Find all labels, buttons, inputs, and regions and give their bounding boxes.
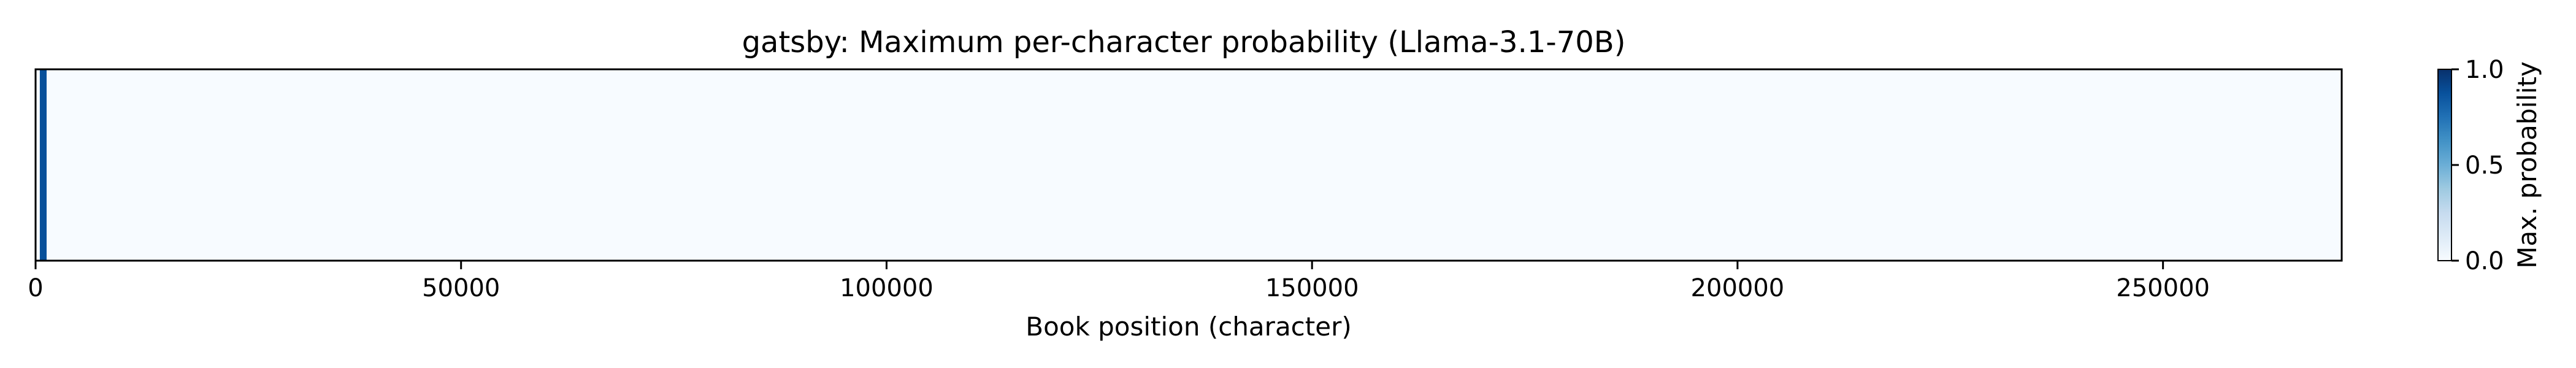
- colorbar-tick-label: 0.0: [2465, 247, 2504, 275]
- chart-title: gatsby: Maximum per-character probabilit…: [742, 25, 1626, 59]
- x-tick-label: 0: [28, 274, 43, 302]
- x-tick-label: 100000: [840, 274, 933, 302]
- heatmap-cell: [36, 69, 40, 261]
- colorbar-tick-label: 0.5: [2465, 151, 2504, 180]
- colorbar-ticks: 0.0 0.5 1.0: [2451, 56, 2504, 275]
- x-tick-label: 200000: [1691, 274, 1785, 302]
- heatmap-cell: [39, 69, 47, 261]
- heatmap-cell: [47, 69, 2342, 261]
- x-axis-ticks: 0 50000 100000 150000 200000 250000: [28, 261, 2210, 302]
- colorbar-tick-label: 1.0: [2465, 56, 2504, 84]
- plot-area: [36, 69, 2342, 261]
- x-tick-label: 150000: [1265, 274, 1359, 302]
- x-tick-label: 50000: [422, 274, 500, 302]
- x-axis-label: Book position (character): [1025, 312, 1351, 342]
- colorbar: [2437, 69, 2452, 261]
- x-tick-label: 250000: [2116, 274, 2210, 302]
- colorbar-label: Max. probability: [2512, 61, 2542, 269]
- plot-frame: [34, 68, 2343, 262]
